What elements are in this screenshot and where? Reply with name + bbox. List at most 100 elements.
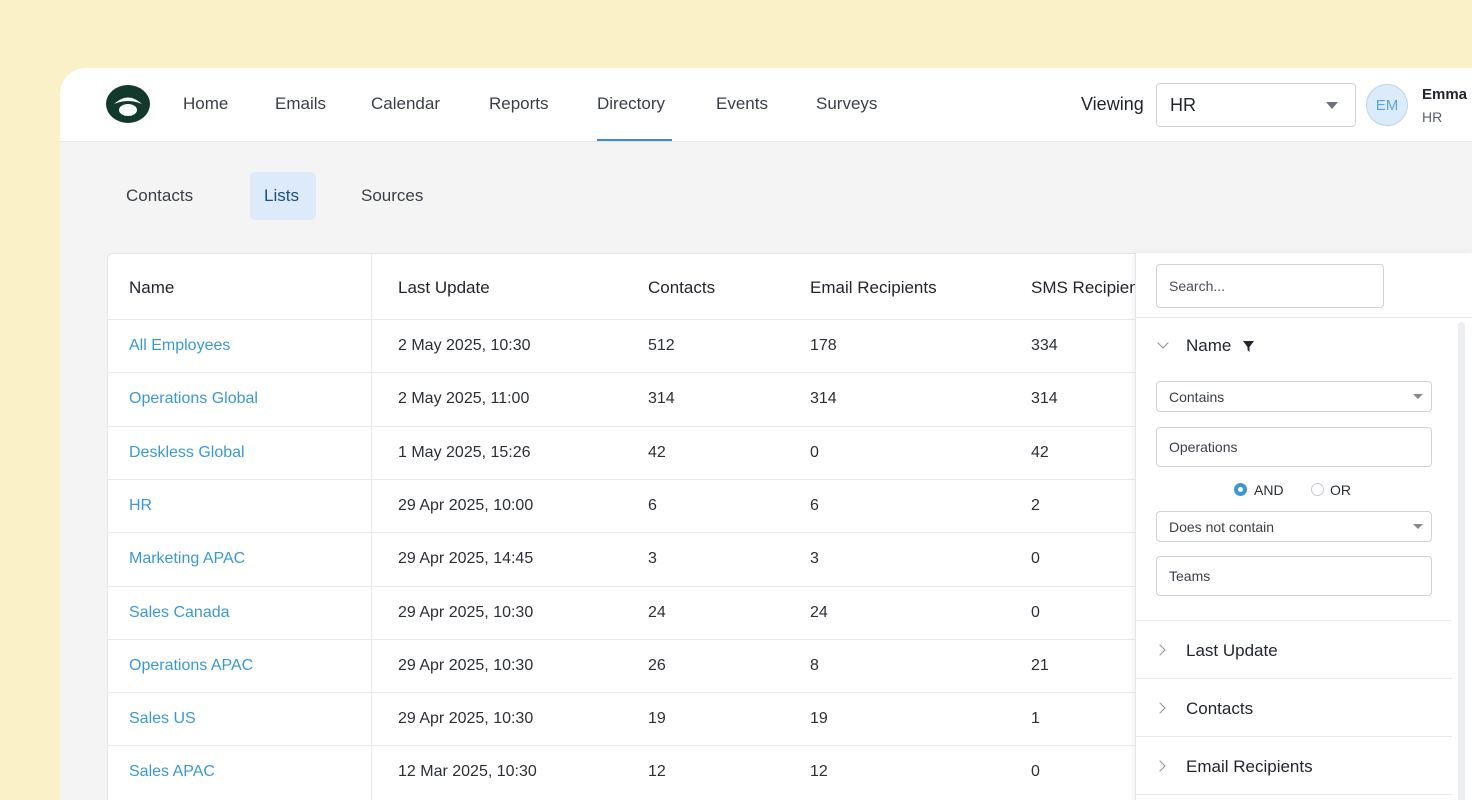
nav-item[interactable]: Reports (489, 94, 549, 113)
table-cell: 3 (810, 550, 819, 568)
list-name-link[interactable]: Operations APAC (129, 656, 254, 674)
list-name-link[interactable]: Sales Canada (129, 603, 230, 621)
condition-value: Does not contain (1169, 518, 1275, 535)
value-text: Teams (1169, 568, 1211, 584)
row-divider (108, 745, 1208, 747)
divider (1136, 620, 1452, 621)
section-title[interactable]: Email Recipients (1186, 757, 1313, 776)
user-role: HR (1422, 109, 1443, 125)
filter-panel: Search... Name Contains Operations AND O… (1135, 253, 1472, 800)
nav-item[interactable]: Calendar (371, 94, 440, 113)
section-title[interactable]: Last Update (1186, 641, 1278, 660)
chevron-right[interactable] (1154, 644, 1166, 656)
table-cell: 29 Apr 2025, 10:30 (398, 656, 534, 674)
chevron-right[interactable] (1154, 760, 1166, 772)
sub-tab[interactable]: Contacts (126, 186, 194, 205)
condition-select[interactable]: Does not contain (1156, 511, 1432, 542)
lists-table: Name Last Update Contacts Email Recipients S… (107, 253, 1209, 800)
list-name-link[interactable]: Sales US (129, 710, 196, 728)
search-placeholder: Search... (1169, 278, 1226, 294)
chevron-right[interactable] (1154, 702, 1166, 714)
table-cell: 24 (810, 603, 828, 621)
avatar[interactable]: EM (1366, 84, 1408, 126)
table-cell: 178 (810, 337, 837, 354)
table-cell: 6 (810, 496, 819, 514)
table-cell: 6 (648, 496, 657, 514)
condition-value: Contains (1169, 388, 1225, 405)
table-cell: 0 (1031, 763, 1040, 781)
app-window: Home Emails Calendar Reports Directory E… (60, 68, 1472, 800)
list-name-link[interactable]: All Employees (129, 337, 231, 354)
row-divider (108, 319, 1208, 320)
condition-select[interactable]: Contains (1156, 381, 1432, 412)
table-cell: 21 (1031, 656, 1049, 674)
table-cell: 24 (648, 603, 666, 621)
list-name-link[interactable]: HR (129, 496, 153, 514)
radio-label: AND (1254, 482, 1284, 498)
active-underline (597, 139, 672, 141)
nav-item-active[interactable]: Directory (597, 94, 666, 113)
top-bar: Home Emails Calendar Reports Directory E… (60, 68, 1472, 142)
avatar-initials: EM (1375, 96, 1399, 114)
nav-item[interactable]: Home (183, 94, 229, 113)
value-text: Operations (1169, 439, 1238, 455)
table-cell: 29 Apr 2025, 10:30 (398, 603, 534, 621)
list-name-link[interactable]: Operations Global (129, 390, 258, 408)
nav-item[interactable]: Emails (275, 94, 327, 113)
table-cell: 19 (648, 710, 666, 728)
divider (1136, 317, 1472, 318)
sub-tab-active-bg (250, 172, 316, 220)
value-input[interactable]: Teams (1156, 556, 1432, 596)
search-input[interactable]: Search... (1156, 264, 1384, 308)
nav-item[interactable]: Events (716, 94, 768, 113)
list-name-link[interactable]: Deskless Global (129, 443, 245, 461)
sub-tab-active[interactable]: Lists (264, 186, 299, 205)
dropdown-caret (1413, 524, 1423, 529)
radio-label: OR (1330, 482, 1351, 498)
table-cell: 26 (648, 656, 666, 674)
radio-selected[interactable] (1234, 483, 1247, 496)
table-cell: 8 (810, 656, 819, 674)
viewing-label: Viewing (1081, 94, 1144, 114)
table-cell: 314 (1031, 390, 1058, 408)
row-divider (108, 532, 1208, 534)
table-cell: 1 May 2025, 15:26 (398, 443, 531, 461)
row-divider (108, 638, 1208, 640)
table-cell: 0 (1031, 550, 1040, 568)
row-divider (108, 585, 1208, 587)
column-header[interactable]: Email Recipients (810, 278, 937, 297)
section-title[interactable]: Name (1186, 336, 1232, 355)
viewing-select[interactable]: HR (1156, 83, 1356, 127)
table-cell: 29 Apr 2025, 10:00 (398, 496, 534, 514)
section-title[interactable]: Contacts (1186, 699, 1254, 718)
list-name-link[interactable]: Marketing APAC (129, 550, 246, 568)
table-cell: 42 (648, 443, 666, 461)
sub-tab[interactable]: Sources (361, 186, 424, 205)
column-header[interactable]: Contacts (648, 278, 716, 297)
table-cell: 19 (810, 710, 828, 728)
divider (1136, 736, 1452, 737)
table-cell: 0 (810, 443, 819, 461)
dropdown-caret (1326, 102, 1338, 109)
column-header[interactable]: Last Update (398, 278, 490, 297)
table-cell: 314 (648, 390, 675, 408)
divider (1136, 794, 1452, 795)
table-cell: 29 Apr 2025, 10:30 (398, 710, 534, 728)
table-cell: 2 May 2025, 11:00 (398, 390, 530, 408)
column-header[interactable]: SMS Recipients (1031, 278, 1152, 297)
divider (1136, 678, 1452, 679)
filter-icon[interactable] (1243, 341, 1254, 352)
nav-item[interactable]: Surveys (816, 94, 878, 113)
logo[interactable] (104, 81, 152, 127)
radio[interactable] (1311, 483, 1324, 496)
list-name-link[interactable]: Sales APAC (129, 763, 215, 781)
table-cell: 12 (810, 763, 828, 781)
row-divider (108, 425, 1208, 427)
table-cell: 2 May 2025, 10:30 (398, 337, 531, 354)
column-header[interactable]: Name (129, 278, 175, 297)
table-cell: 0 (1031, 603, 1040, 621)
value-input[interactable]: Operations (1156, 427, 1432, 467)
radio-dot (1238, 487, 1243, 492)
table-cell: 1 (1031, 710, 1040, 728)
chevron-down[interactable] (1157, 337, 1169, 349)
